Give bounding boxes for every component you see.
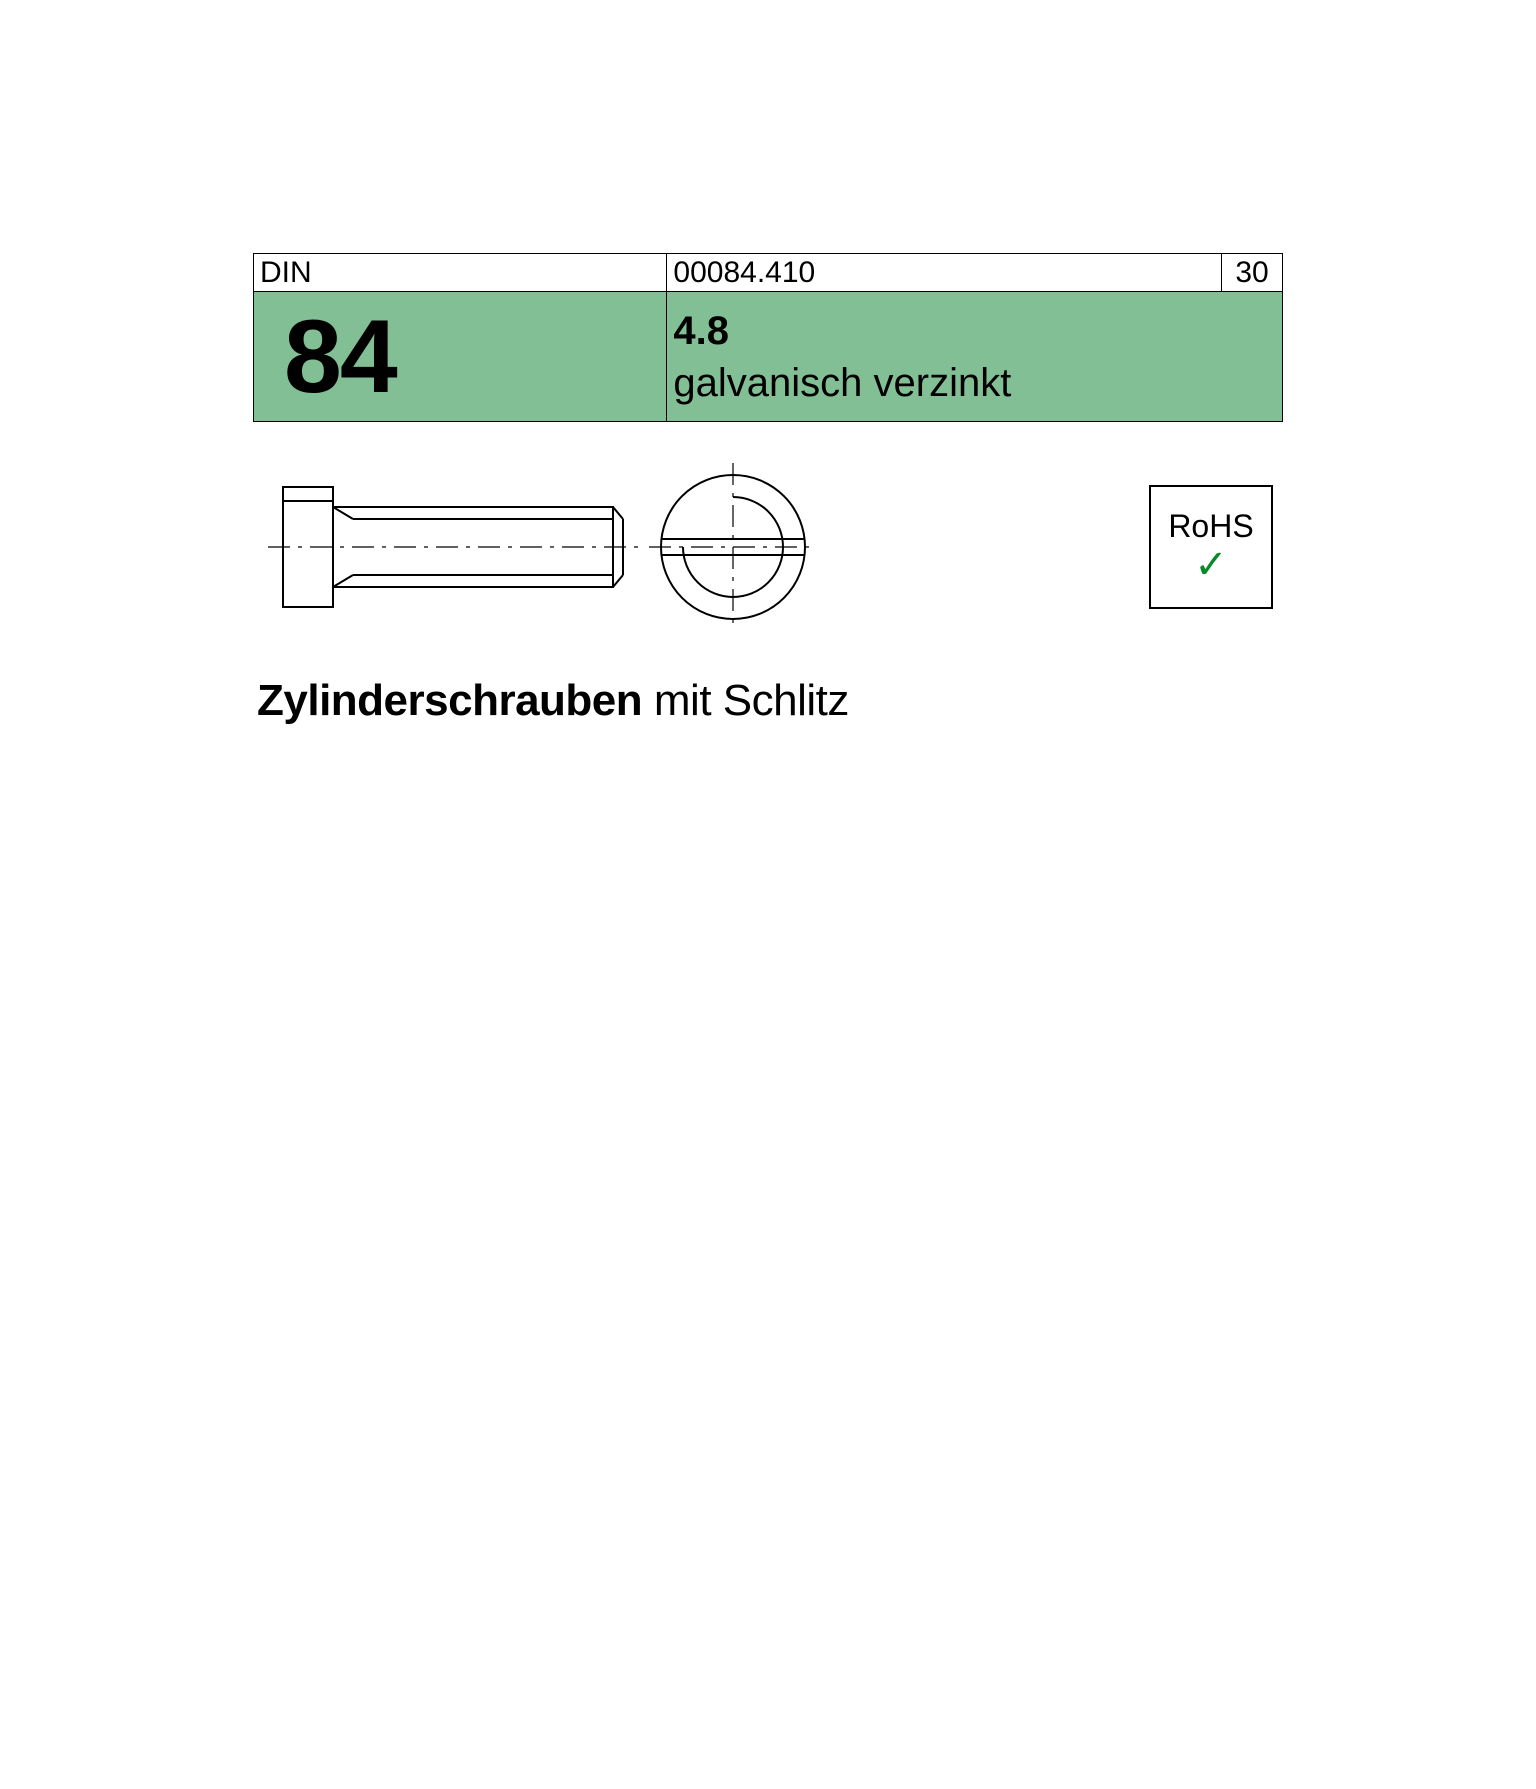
screw-head-drawing — [643, 457, 873, 637]
rohs-label: RoHS — [1168, 509, 1253, 544]
product-title: Zylinderschrauben mit Schlitz — [253, 676, 1283, 726]
title-rest: mit Schlitz — [642, 676, 849, 725]
finish-label: galvanisch verzinkt — [667, 357, 1282, 409]
page-number: 30 — [1222, 256, 1282, 290]
standard-number: 84 — [254, 305, 666, 409]
din-label: DIN — [254, 256, 666, 290]
datasheet-card: DIN 00084.410 30 84 4.8 galvanisch verzi… — [253, 253, 1283, 1283]
drawing-row: RoHS ✓ — [253, 422, 1283, 652]
header-table: DIN 00084.410 30 84 4.8 galvanisch verzi… — [253, 253, 1283, 422]
strength-grade: 4.8 — [667, 305, 1282, 357]
title-bold: Zylinderschrauben — [257, 676, 642, 725]
rohs-badge: RoHS ✓ — [1145, 485, 1273, 609]
rohs-check-icon: ✓ — [1194, 545, 1228, 585]
screw-side-drawing — [263, 467, 643, 627]
article-code: 00084.410 — [667, 256, 1221, 290]
